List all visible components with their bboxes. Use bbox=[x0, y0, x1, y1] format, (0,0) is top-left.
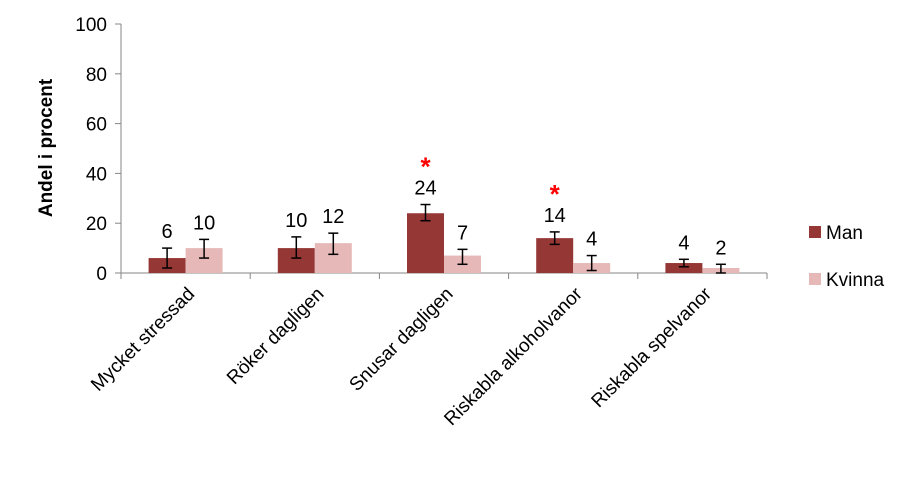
legend-swatch-man bbox=[809, 226, 821, 238]
x-category-label: Röker dagligen bbox=[223, 284, 328, 389]
data-label: 10 bbox=[285, 210, 307, 232]
data-label: 6 bbox=[162, 221, 173, 243]
data-label: 12 bbox=[322, 206, 344, 228]
bar-man bbox=[407, 213, 444, 273]
data-label: 24 bbox=[414, 178, 436, 200]
x-category-label: Mycket stressad bbox=[87, 284, 199, 396]
data-label: 10 bbox=[193, 212, 215, 234]
y-tick-label: 80 bbox=[86, 65, 107, 86]
x-category-label: Riskabla alkoholvanor bbox=[440, 283, 587, 430]
significance-marker: * bbox=[420, 152, 431, 182]
x-category-label: Snusar dagligen bbox=[346, 284, 458, 396]
plot-area: 0 20 40 60 80 100 6 10 24 14 4 10 12 7 4 2 * * Mycket stre… bbox=[75, 15, 768, 430]
data-label: 4 bbox=[586, 229, 597, 251]
y-tick-label: 60 bbox=[86, 115, 107, 136]
y-tick-label: 0 bbox=[96, 264, 107, 285]
y-tick-label: 20 bbox=[86, 214, 107, 235]
legend-label-kvinna: Kvinna bbox=[826, 270, 885, 291]
significance-marker: * bbox=[550, 179, 561, 209]
y-tick-label: 100 bbox=[75, 15, 107, 36]
data-label: 7 bbox=[457, 222, 468, 244]
data-label: 2 bbox=[715, 237, 726, 259]
bar-man bbox=[665, 263, 703, 273]
x-category-label: Riskabla spelvanor bbox=[588, 283, 717, 412]
data-label: 14 bbox=[544, 205, 566, 227]
y-tick-label: 40 bbox=[86, 164, 107, 185]
data-label: 4 bbox=[678, 232, 689, 254]
legend-swatch-kvinna bbox=[809, 273, 821, 285]
legend: Man Kvinna bbox=[809, 223, 885, 291]
legend-label-man: Man bbox=[826, 223, 863, 244]
y-axis-label: Andel i procent bbox=[36, 78, 57, 217]
